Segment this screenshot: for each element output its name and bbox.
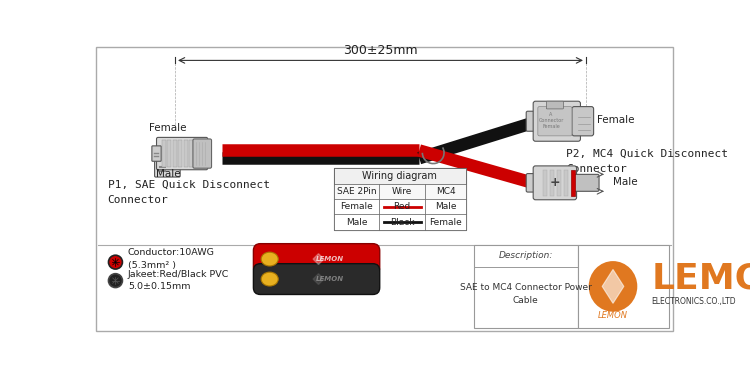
Bar	[184, 141, 188, 166]
Bar	[425, 199, 466, 214]
Polygon shape	[602, 270, 624, 303]
Text: ELECTRONICS.CO.,LTD: ELECTRONICS.CO.,LTD	[652, 297, 736, 306]
Text: SAE 2Pin: SAE 2Pin	[337, 187, 376, 196]
Text: LEMON: LEMON	[316, 256, 344, 262]
FancyBboxPatch shape	[538, 106, 572, 136]
FancyBboxPatch shape	[193, 139, 211, 168]
Text: Wiring diagram: Wiring diagram	[362, 171, 437, 181]
Text: A
Connector
Female: A Connector Female	[538, 112, 564, 129]
Text: Female: Female	[598, 116, 635, 126]
Bar	[379, 199, 425, 214]
FancyBboxPatch shape	[254, 244, 380, 274]
Bar	[550, 170, 554, 196]
Text: Conductor:10AWG
(5.3mm² ): Conductor:10AWG (5.3mm² )	[128, 248, 214, 270]
Text: LEMON: LEMON	[652, 262, 750, 296]
Text: 300±25mm: 300±25mm	[344, 44, 418, 57]
FancyBboxPatch shape	[526, 111, 541, 131]
FancyBboxPatch shape	[254, 264, 380, 294]
Bar	[557, 170, 561, 196]
Bar	[334, 214, 379, 230]
Polygon shape	[313, 274, 324, 285]
Bar	[178, 141, 182, 166]
Text: Red: Red	[394, 202, 411, 211]
Bar	[334, 184, 379, 199]
Bar	[172, 141, 177, 166]
Text: LEMON: LEMON	[316, 276, 344, 282]
Text: Female: Female	[340, 202, 373, 211]
Text: Jakeet:Red/Black PVC
5.0±0.15mm: Jakeet:Red/Black PVC 5.0±0.15mm	[128, 270, 230, 291]
Circle shape	[109, 255, 122, 269]
Polygon shape	[313, 254, 324, 264]
Text: MC4: MC4	[436, 187, 455, 196]
Bar	[189, 141, 193, 166]
FancyBboxPatch shape	[573, 174, 599, 191]
Bar	[543, 170, 547, 196]
Bar	[572, 170, 575, 196]
Bar	[564, 170, 568, 196]
FancyBboxPatch shape	[572, 106, 594, 136]
Bar	[167, 141, 171, 166]
Text: Female: Female	[149, 123, 187, 133]
FancyBboxPatch shape	[533, 101, 580, 141]
FancyBboxPatch shape	[546, 101, 563, 109]
FancyBboxPatch shape	[533, 166, 577, 200]
Text: LEMON: LEMON	[598, 311, 628, 320]
Ellipse shape	[261, 252, 278, 266]
Bar	[162, 141, 166, 166]
FancyBboxPatch shape	[526, 174, 541, 192]
FancyBboxPatch shape	[152, 146, 161, 161]
Text: Male: Male	[346, 217, 368, 226]
Text: Male: Male	[156, 169, 181, 179]
Text: Female: Female	[429, 217, 462, 226]
Text: SAE to MC4 Connector Power
Cable: SAE to MC4 Connector Power Cable	[460, 284, 592, 305]
FancyBboxPatch shape	[154, 158, 180, 177]
Bar	[425, 184, 466, 199]
Bar	[578, 245, 669, 328]
FancyBboxPatch shape	[157, 137, 208, 170]
Circle shape	[109, 274, 122, 288]
Text: +: +	[550, 176, 560, 189]
Bar	[473, 245, 578, 328]
Text: Male: Male	[435, 202, 456, 211]
Text: Male: Male	[613, 177, 638, 187]
Text: Black: Black	[390, 217, 415, 226]
Bar	[334, 199, 379, 214]
Text: Description:: Description:	[499, 252, 553, 261]
Text: P2, MC4 Quick Disconnect
Connector: P2, MC4 Quick Disconnect Connector	[566, 149, 728, 174]
Bar	[425, 214, 466, 230]
Ellipse shape	[261, 272, 278, 286]
Text: Wire: Wire	[392, 187, 412, 196]
Bar	[379, 184, 425, 199]
Text: P1, SAE Quick Disconnect
Connector: P1, SAE Quick Disconnect Connector	[108, 180, 270, 204]
Bar	[379, 214, 425, 230]
Bar	[334, 168, 466, 230]
Bar	[334, 168, 466, 184]
Ellipse shape	[590, 262, 636, 310]
